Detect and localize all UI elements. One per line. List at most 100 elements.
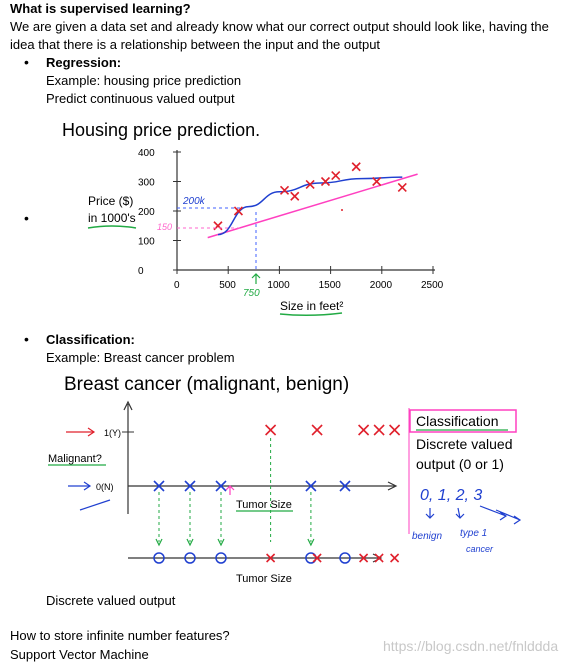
hand-arrow-2 xyxy=(455,507,465,519)
projected-benign xyxy=(184,552,196,564)
benign-point xyxy=(215,480,227,492)
guide-arrow xyxy=(217,538,225,547)
annotation-750: 750 xyxy=(243,288,260,299)
guide-arrow xyxy=(307,538,315,547)
hand-benign: benign xyxy=(412,531,442,542)
y-tick-label: 0 xyxy=(138,266,144,277)
x-tick-label: 2500 xyxy=(421,280,444,291)
housing-y-ticks: 400 300 200 100 0 xyxy=(138,148,181,277)
side-line-1: Discrete valued xyxy=(416,436,513,452)
y-tick-label: 300 xyxy=(138,178,155,189)
regression-title: Regression: xyxy=(46,55,122,70)
projected-benign xyxy=(153,552,165,564)
projected-benign xyxy=(305,552,317,564)
xlabel-underline xyxy=(279,312,343,317)
housing-x-ticks: 0 500 1000 1500 2000 2500 xyxy=(174,266,444,291)
bullet-regression: • xyxy=(24,54,29,70)
regression-note: Predict continuous valued output xyxy=(46,91,235,106)
housing-ylabel-1: Price ($) xyxy=(88,194,133,208)
hand-arrow-1 xyxy=(425,508,435,519)
y-tick-label: 100 xyxy=(138,237,155,248)
footer-question: How to store infinite number features? xyxy=(10,628,230,643)
housing-chart-title: Housing price prediction. xyxy=(62,120,260,140)
bullet-chart: • xyxy=(24,210,29,226)
cancer-x-arrowhead xyxy=(387,481,398,491)
regression-example: Example: housing price prediction xyxy=(46,73,242,88)
side-line-2: output (0 or 1) xyxy=(416,456,504,472)
housing-price-chart: Housing price prediction. Price ($) in 1… xyxy=(62,120,444,317)
classification-note: Discrete valued output xyxy=(46,593,176,608)
x-tick-label: 1500 xyxy=(319,280,342,291)
malignant-point xyxy=(358,424,370,436)
price-point xyxy=(290,191,300,201)
classification-title: Classification: xyxy=(46,332,135,347)
arrow-750 xyxy=(251,273,261,284)
cancer-xlabel-top: Tumor Size xyxy=(236,499,292,511)
price-point xyxy=(233,206,244,216)
arrow-0n-head xyxy=(83,481,92,491)
projected-malignant xyxy=(359,553,369,563)
projected-malignant xyxy=(390,553,400,563)
y-tick-label: 200 xyxy=(138,207,155,218)
page-heading: What is supervised learning? xyxy=(10,1,191,16)
watermark: https://blog.csdn.net/fnlddda xyxy=(383,638,559,654)
projected-benign xyxy=(215,552,227,564)
projected-benign xyxy=(339,552,351,564)
price-point xyxy=(372,176,382,187)
price-point xyxy=(279,185,290,195)
hand-arrow-4 xyxy=(495,509,522,525)
classification-example: Example: Breast cancer problem xyxy=(46,350,235,365)
projection-guides xyxy=(155,438,315,547)
guide-arrow xyxy=(186,538,194,547)
bullet-classification: • xyxy=(24,331,29,347)
y-tick-label: 400 xyxy=(138,148,155,159)
cancer-chart-title: Breast cancer (malignant, benign) xyxy=(64,374,349,395)
housing-ylabel-2: in 1000's xyxy=(88,211,136,225)
benign-point xyxy=(339,480,351,492)
price-point xyxy=(213,221,223,231)
label-1y: 1(Y) xyxy=(104,428,121,438)
housing-fit-lines xyxy=(207,173,418,239)
ylabel-underline xyxy=(87,225,137,229)
hand-arrow-3 xyxy=(479,505,508,521)
malignant-point xyxy=(265,424,277,436)
malignant-label: Malignant? xyxy=(48,453,102,465)
malignant-point xyxy=(373,424,385,436)
price-point xyxy=(351,162,361,172)
footer-answer: Support Vector Machine xyxy=(10,647,149,662)
housing-data-points xyxy=(213,162,407,231)
annotation-200k: 200k xyxy=(182,196,206,207)
intro-line-2: idea that there is a relationship betwee… xyxy=(10,37,381,52)
cancer-data-points xyxy=(153,424,401,564)
x-tick-label: 500 xyxy=(219,280,236,291)
cancer-y-arrowhead xyxy=(123,400,133,411)
annotation-150: 150 xyxy=(157,222,172,232)
projected-malignant xyxy=(266,553,276,563)
price-point xyxy=(320,176,331,187)
intro-line-1: We are given a data set and already know… xyxy=(10,19,549,34)
x-tick-label: 2000 xyxy=(370,280,393,291)
guide-arrow xyxy=(155,538,163,547)
classification-box xyxy=(409,409,517,433)
benign-point xyxy=(184,480,196,492)
pen-stroke xyxy=(79,499,111,511)
benign-point xyxy=(153,480,165,492)
price-point xyxy=(331,171,341,181)
x-tick-label: 0 xyxy=(174,280,180,291)
hand-cancer: cancer xyxy=(466,544,494,554)
projected-malignant xyxy=(374,553,384,563)
label-0n: 0(N) xyxy=(96,482,114,492)
malignant-point xyxy=(389,424,401,436)
arrow-1y-head xyxy=(87,427,96,437)
price-point xyxy=(305,179,315,190)
pink-arrow xyxy=(225,485,235,495)
projected-malignant xyxy=(312,553,322,563)
price-point xyxy=(397,182,407,192)
x-tick-label: 1000 xyxy=(267,280,290,291)
stray-dot xyxy=(341,209,343,211)
breast-cancer-chart: Breast cancer (malignant, benign) 1(Y) 0… xyxy=(48,374,522,585)
hand-type: type 1 xyxy=(460,528,487,539)
hand-values: 0, 1, 2, 3 xyxy=(420,487,482,504)
side-title: Classification xyxy=(416,413,498,429)
fit-curve xyxy=(217,176,403,236)
